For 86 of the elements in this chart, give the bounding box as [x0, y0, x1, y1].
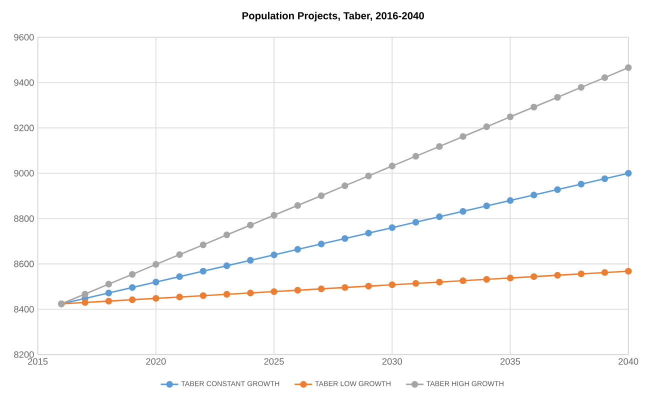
chart-title: Population Projects, Taber, 2016-2040 — [242, 12, 424, 22]
point — [247, 222, 254, 228]
point — [105, 280, 112, 288]
point — [601, 175, 608, 182]
point — [152, 278, 160, 286]
point — [412, 152, 420, 160]
point — [270, 288, 278, 295]
point — [318, 192, 325, 199]
point — [554, 186, 561, 193]
point — [82, 299, 88, 306]
x-tick-label: 2015 — [28, 358, 48, 365]
point — [318, 285, 325, 292]
point — [554, 94, 561, 101]
point — [506, 113, 514, 120]
point — [460, 133, 466, 140]
point — [365, 172, 372, 180]
point — [578, 270, 584, 278]
point — [530, 104, 538, 110]
point — [624, 64, 632, 71]
point — [601, 74, 608, 81]
point — [506, 196, 514, 204]
point — [247, 289, 254, 296]
y-tick-label: 9400 — [14, 79, 34, 86]
point — [554, 272, 561, 279]
point — [624, 268, 632, 274]
point — [460, 208, 466, 215]
point — [294, 286, 302, 294]
point — [270, 212, 278, 218]
point — [624, 170, 632, 177]
point — [342, 182, 348, 190]
point — [436, 278, 443, 286]
point — [460, 277, 466, 284]
point — [365, 282, 372, 290]
point — [530, 273, 538, 280]
point — [105, 298, 112, 304]
y-tick-label: 9000 — [14, 170, 34, 176]
point — [294, 246, 302, 253]
point — [388, 162, 396, 170]
point — [152, 294, 160, 302]
point — [601, 269, 608, 276]
point — [223, 262, 230, 270]
point — [294, 202, 302, 209]
x-tick-label: 2030 — [382, 358, 402, 365]
y-tick-label: 8400 — [14, 306, 34, 312]
point — [200, 292, 207, 299]
point — [128, 284, 136, 291]
point — [200, 241, 207, 248]
point — [128, 296, 136, 304]
y-tick-label: 9600 — [14, 34, 34, 40]
point — [412, 280, 420, 287]
point — [128, 270, 136, 278]
point — [483, 123, 490, 130]
point — [223, 290, 230, 298]
point — [82, 290, 88, 298]
y-tick-label: 8600 — [14, 260, 34, 268]
point — [436, 213, 443, 220]
point — [200, 268, 207, 274]
x-tick-label: 2025 — [264, 358, 284, 365]
point — [365, 230, 372, 236]
y-tick-label: 8200 — [14, 351, 34, 358]
y-tick-label: 9200 — [14, 124, 34, 132]
point — [223, 231, 230, 238]
point — [506, 274, 514, 282]
x-tick-label: 2035 — [500, 358, 520, 365]
point — [176, 273, 183, 280]
point — [342, 284, 348, 291]
point — [388, 224, 396, 231]
point — [388, 281, 396, 288]
point — [247, 256, 254, 264]
point — [483, 276, 490, 283]
x-tick-label: 2040 — [618, 358, 638, 365]
point — [412, 218, 420, 226]
y-tick-label: 8800 — [14, 215, 34, 222]
point — [318, 240, 325, 248]
point — [152, 260, 160, 268]
point — [176, 251, 183, 258]
point — [436, 143, 443, 150]
point — [176, 294, 183, 300]
point — [578, 84, 584, 91]
point — [342, 235, 348, 242]
point — [105, 289, 112, 296]
point — [530, 192, 538, 198]
point — [270, 251, 278, 258]
x-tick-label: 2020 — [146, 358, 166, 365]
point — [483, 202, 490, 210]
point — [578, 180, 584, 188]
